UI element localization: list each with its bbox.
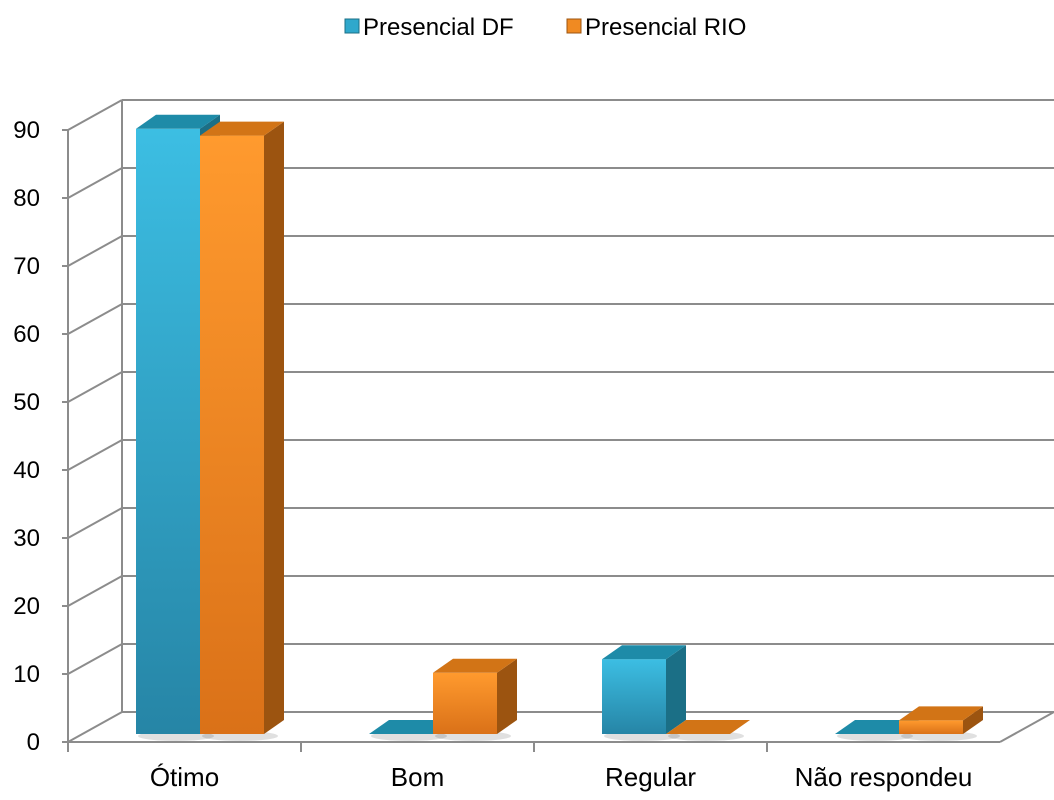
bar-top (433, 658, 517, 673)
bar-side (264, 121, 284, 735)
y-tick-label: 90 (13, 117, 40, 144)
bar-side (497, 658, 517, 734)
y-tick-label: 10 (13, 661, 40, 688)
side-grid-line (67, 99, 123, 131)
x-tick-label: Bom (391, 762, 444, 792)
bar-top (899, 706, 983, 721)
y-tick-label: 30 (13, 525, 40, 552)
side-grid-line (67, 507, 123, 539)
side-grid-line (67, 235, 123, 267)
bar-presencial-df-1 (369, 720, 453, 741)
bar-presencial-rio-1 (433, 658, 517, 741)
bar-front (136, 128, 200, 735)
bar-front (899, 720, 963, 734)
bar-presencial-rio-3 (899, 706, 983, 741)
bar-top (666, 720, 750, 734)
y-tick-label: 40 (13, 457, 40, 484)
side-grid-line (67, 303, 123, 335)
legend-swatch (344, 18, 360, 34)
side-grid-line (67, 575, 123, 607)
side-grid-line (67, 167, 123, 199)
bar-top (369, 720, 453, 734)
bar-front (200, 135, 264, 735)
x-tick-label: Não respondeu (795, 762, 973, 792)
bars (136, 114, 983, 741)
y-tick-label: 80 (13, 185, 40, 212)
bar-top (835, 720, 919, 734)
legend-swatch (566, 18, 582, 34)
side-grid-line (67, 371, 123, 403)
bar-front (433, 672, 497, 734)
side-grid-line (67, 711, 123, 743)
y-tick-label: 70 (13, 253, 40, 280)
y-tick-label: 50 (13, 389, 40, 416)
bar-top (136, 114, 220, 129)
x-tick-label: Regular (605, 762, 696, 792)
legend: Presencial DF Presencial RIO (344, 14, 746, 41)
bar-front (602, 659, 666, 734)
x-tick-label: Ótimo (150, 762, 219, 792)
side-grid-line (67, 643, 123, 675)
y-tick-label: 20 (13, 593, 40, 620)
bar-presencial-rio-0 (200, 121, 284, 741)
bar-side (666, 645, 686, 734)
legend-label: Presencial DF (363, 14, 514, 41)
legend-label: Presencial RIO (585, 14, 746, 41)
bar-top (200, 121, 284, 136)
y-tick-label: 60 (13, 321, 40, 348)
y-tick-label: 0 (27, 729, 40, 756)
floor-right-edge (999, 711, 1054, 743)
bar-side (963, 706, 983, 734)
bar-presencial-rio-2 (666, 720, 750, 741)
labels: 0 10 20 30 40 50 60 70 80 90 Ótimo Bom Regular Não re… (13, 117, 972, 792)
bar-presencial-df-2 (602, 645, 686, 741)
bar-top (602, 645, 686, 660)
bar-presencial-df-3 (835, 720, 919, 741)
side-grid-line (67, 439, 123, 471)
